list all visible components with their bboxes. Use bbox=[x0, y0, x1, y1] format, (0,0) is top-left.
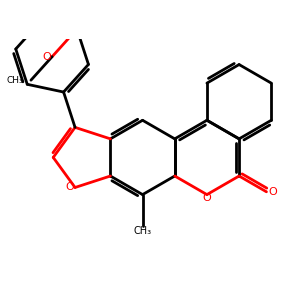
Text: CH₃: CH₃ bbox=[7, 76, 23, 85]
Text: O: O bbox=[65, 182, 74, 193]
Text: O: O bbox=[202, 193, 211, 202]
Text: O: O bbox=[269, 187, 278, 197]
Text: O: O bbox=[42, 52, 51, 62]
Text: CH₃: CH₃ bbox=[134, 226, 152, 236]
